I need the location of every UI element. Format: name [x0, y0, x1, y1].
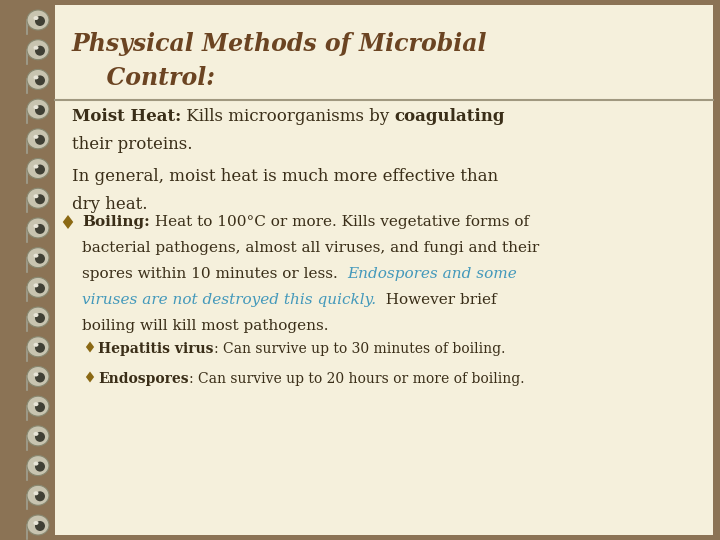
Ellipse shape [35, 432, 45, 442]
Ellipse shape [34, 343, 38, 347]
Ellipse shape [34, 313, 38, 317]
Ellipse shape [35, 76, 45, 85]
Ellipse shape [35, 224, 45, 234]
Text: : Can survive up to 30 minutes of boiling.: : Can survive up to 30 minutes of boilin… [214, 342, 505, 356]
Ellipse shape [34, 16, 38, 20]
Ellipse shape [27, 159, 49, 179]
Ellipse shape [34, 402, 38, 406]
Text: Endospores: Endospores [98, 372, 189, 386]
Ellipse shape [35, 521, 45, 531]
Ellipse shape [35, 46, 45, 56]
Polygon shape [63, 215, 73, 229]
Ellipse shape [27, 129, 49, 149]
Ellipse shape [27, 218, 49, 238]
Ellipse shape [27, 515, 49, 535]
Ellipse shape [34, 76, 38, 79]
Ellipse shape [27, 367, 49, 387]
Ellipse shape [27, 248, 49, 268]
Ellipse shape [35, 462, 45, 471]
Ellipse shape [35, 373, 45, 382]
Text: dry heat.: dry heat. [72, 196, 148, 213]
Ellipse shape [35, 254, 45, 264]
Text: their proteins.: their proteins. [72, 136, 192, 153]
Text: boiling will kill most pathogens.: boiling will kill most pathogens. [82, 319, 328, 333]
Text: However brief: However brief [376, 293, 497, 307]
Text: In general, moist heat is much more effective than: In general, moist heat is much more effe… [72, 168, 498, 185]
Text: Heat to 100°C or more. Kills vegetative forms of: Heat to 100°C or more. Kills vegetative … [150, 215, 529, 229]
Ellipse shape [27, 456, 49, 476]
Ellipse shape [35, 313, 45, 323]
Ellipse shape [27, 10, 49, 30]
Ellipse shape [34, 165, 38, 168]
Ellipse shape [35, 105, 45, 115]
Text: bacterial pathogens, almost all viruses, and fungi and their: bacterial pathogens, almost all viruses,… [82, 241, 539, 255]
Polygon shape [86, 341, 94, 353]
Text: Kills microorganisms by: Kills microorganisms by [181, 108, 395, 125]
Ellipse shape [27, 485, 49, 505]
Ellipse shape [27, 40, 49, 60]
Text: : Can survive up to 20 hours or more of boiling.: : Can survive up to 20 hours or more of … [189, 372, 524, 386]
Ellipse shape [35, 402, 45, 412]
Ellipse shape [27, 188, 49, 208]
Ellipse shape [34, 521, 38, 525]
Ellipse shape [27, 99, 49, 119]
Ellipse shape [27, 396, 49, 416]
Ellipse shape [27, 337, 49, 357]
Ellipse shape [34, 432, 38, 436]
Ellipse shape [35, 491, 45, 501]
Ellipse shape [35, 343, 45, 353]
Ellipse shape [34, 46, 38, 50]
Ellipse shape [35, 16, 45, 26]
Text: Endospores and some: Endospores and some [348, 267, 517, 281]
Text: Boiling:: Boiling: [82, 215, 150, 229]
Text: Hepatitis virus: Hepatitis virus [98, 342, 214, 356]
Ellipse shape [34, 373, 38, 376]
Ellipse shape [34, 254, 38, 258]
Text: viruses are not destroyed this quickly.: viruses are not destroyed this quickly. [82, 293, 376, 307]
Text: spores within 10 minutes or less.: spores within 10 minutes or less. [82, 267, 348, 281]
Text: Phsysical Methods of Microbial: Phsysical Methods of Microbial [72, 32, 487, 56]
Ellipse shape [35, 165, 45, 174]
Ellipse shape [35, 284, 45, 293]
Ellipse shape [34, 105, 38, 109]
Text: Control:: Control: [90, 66, 215, 90]
Ellipse shape [34, 194, 38, 198]
Ellipse shape [35, 135, 45, 145]
Ellipse shape [34, 224, 38, 228]
Ellipse shape [27, 70, 49, 90]
Text: coagulating: coagulating [395, 108, 505, 125]
Polygon shape [86, 372, 94, 382]
FancyBboxPatch shape [55, 5, 713, 535]
Ellipse shape [34, 491, 38, 495]
Text: Moist Heat:: Moist Heat: [72, 108, 181, 125]
Ellipse shape [34, 135, 38, 139]
Ellipse shape [34, 284, 38, 287]
Ellipse shape [35, 194, 45, 204]
Ellipse shape [34, 462, 38, 465]
Ellipse shape [27, 307, 49, 327]
Ellipse shape [27, 278, 49, 298]
Ellipse shape [27, 426, 49, 446]
